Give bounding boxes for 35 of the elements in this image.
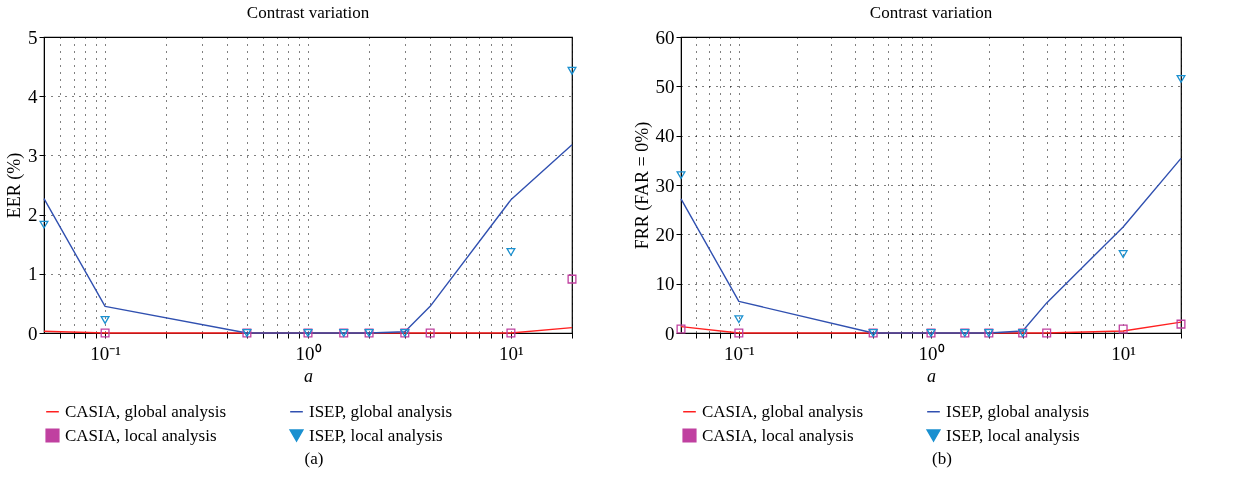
y-tick-label: 40 xyxy=(655,125,675,147)
y-tick-label: 3 xyxy=(28,144,38,166)
legend-label: ISEP, global analysis xyxy=(946,401,1090,421)
legend-label: CASIA, local analysis xyxy=(65,425,217,445)
legend-label: CASIA, local analysis xyxy=(702,425,854,445)
legend-label: ISEP, global analysis xyxy=(309,401,453,421)
y-tick-label: 5 xyxy=(28,26,38,48)
y-tick-label: 30 xyxy=(655,174,675,196)
y-tick-label: 2 xyxy=(28,204,38,226)
x-tick-label: 10¹ xyxy=(1111,342,1137,364)
y-tick-label: 0 xyxy=(665,322,675,344)
y-axis-title: FRR (FAR = 0%) xyxy=(631,121,653,250)
y-tick-label: 0 xyxy=(28,322,38,344)
chart-title: Contrast variation xyxy=(246,3,370,22)
x-tick-label: 10⁻¹ xyxy=(90,342,122,364)
text: (b) xyxy=(931,449,953,469)
y-tick-label: 4 xyxy=(28,85,38,107)
x-tick-label: 10⁰ xyxy=(918,342,945,364)
y-tick-label: 10 xyxy=(655,273,675,295)
x-axis-title: a xyxy=(927,365,936,386)
legend-label: ISEP, local analysis xyxy=(309,425,443,445)
x-tick-label: 10⁻¹ xyxy=(723,342,755,364)
y-tick-label: 1 xyxy=(28,263,38,285)
x-tick-label: 10¹ xyxy=(499,342,525,364)
y-tick-label: 60 xyxy=(655,26,675,48)
y-tick-label: 50 xyxy=(655,75,675,97)
legend-label: ISEP, local analysis xyxy=(946,425,1080,445)
legend-label: CASIA, global analysis xyxy=(702,401,864,421)
y-axis-title: EER (%) xyxy=(4,152,25,219)
x-tick-label: 10⁰ xyxy=(295,342,322,364)
chart-title: Contrast variation xyxy=(869,3,993,22)
y-tick-label: 20 xyxy=(655,223,675,245)
text: (a) xyxy=(303,449,325,469)
legend-label: CASIA, global analysis xyxy=(65,401,227,421)
x-axis-title: a xyxy=(304,365,313,386)
